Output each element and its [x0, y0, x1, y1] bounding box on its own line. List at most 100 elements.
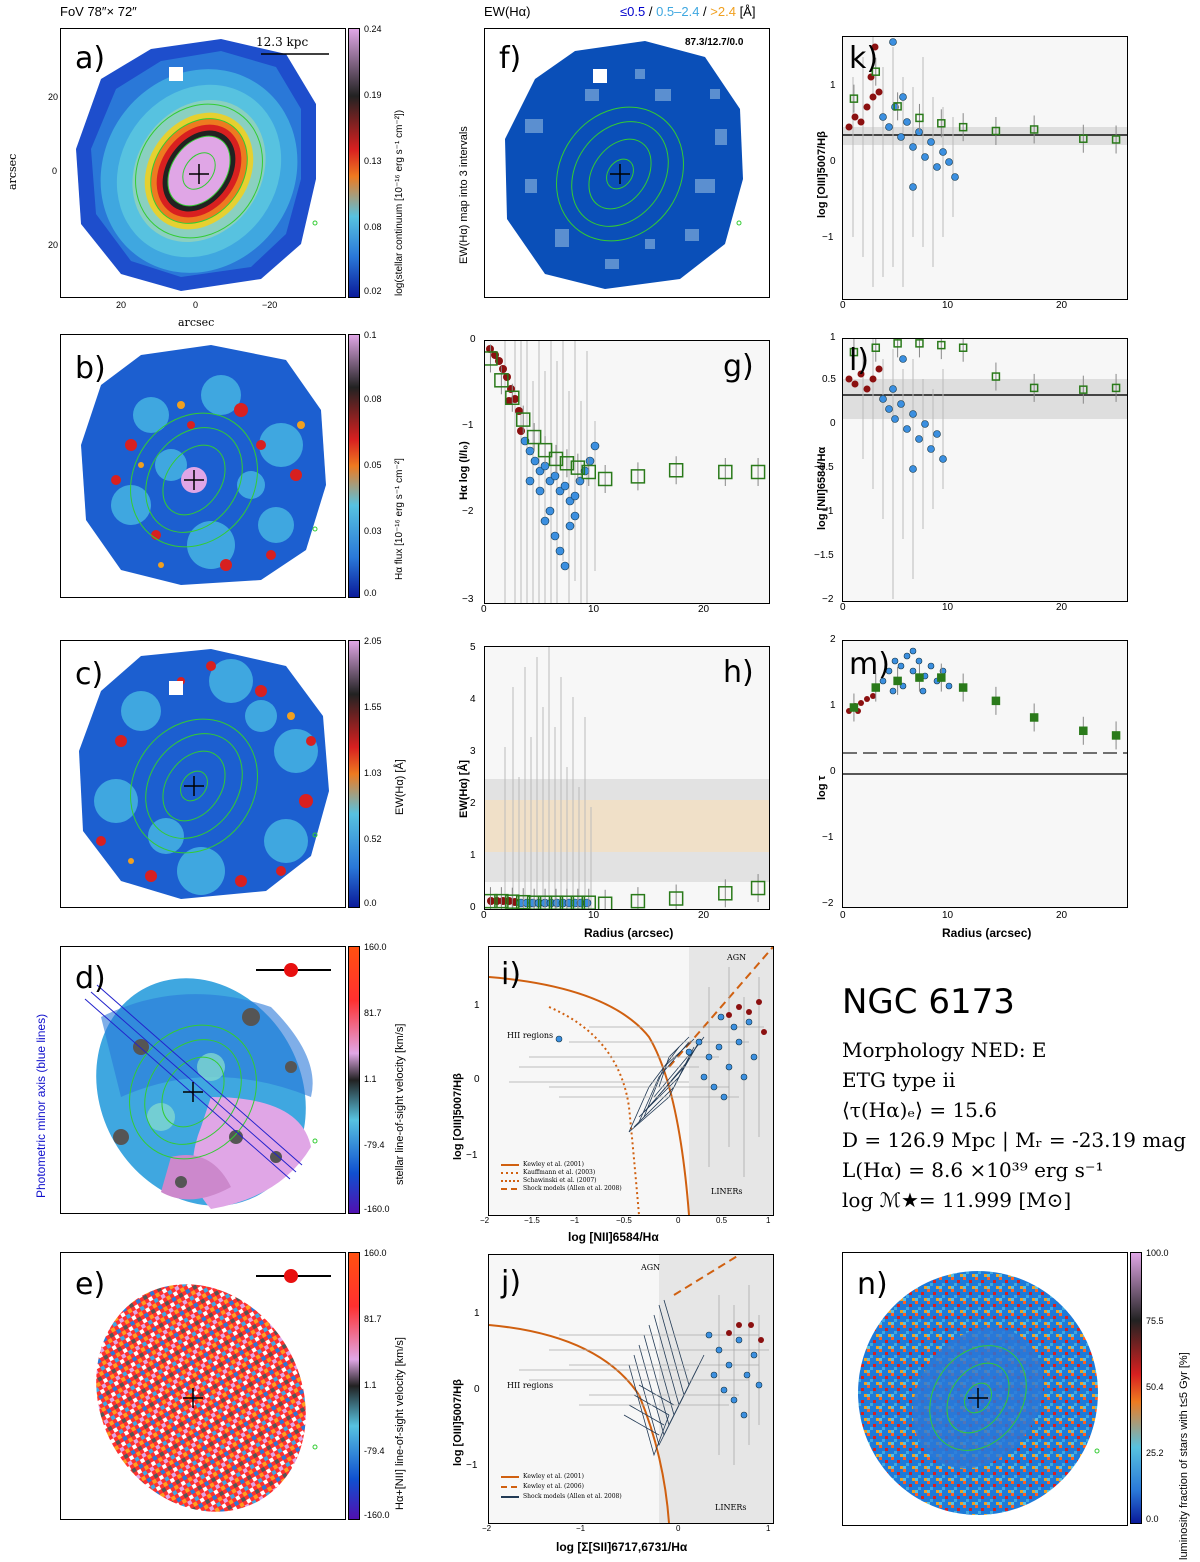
- panel-b-map: b): [60, 334, 346, 598]
- n-cbar-tick-2: 75.5: [1146, 1316, 1164, 1326]
- l-binned-point: [915, 339, 924, 348]
- h-binned-point: [750, 880, 766, 896]
- g-xtick-1: 0: [481, 604, 487, 615]
- panel-i-label: i): [501, 957, 522, 992]
- g-binned-point: [570, 460, 586, 475]
- m-binned-point: [958, 683, 968, 692]
- k-xtick-2: 10: [942, 300, 954, 311]
- e-cbar-tick-2: 81.7: [364, 1314, 382, 1324]
- a-cbar-tick-4: 0.08: [364, 222, 382, 232]
- i-xtick-3: −1: [570, 1216, 580, 1225]
- n-cbar-tick-3: 50.4: [1146, 1382, 1164, 1392]
- l-binned-point: [991, 372, 1001, 381]
- scale-bar-label: 12.3 kpc: [256, 35, 309, 49]
- h-band-upper: [485, 779, 769, 800]
- l-ytick-3: 0: [830, 418, 836, 429]
- h-ytick-6: 5: [470, 642, 476, 653]
- c-colorbar: [348, 640, 360, 908]
- i-xtick-6: 0.5: [716, 1216, 728, 1225]
- e-cbar-tick-3: 1.1: [364, 1380, 377, 1390]
- tau-profile-plot: [843, 647, 1127, 775]
- a-cbar-tick-5: 0.02: [364, 286, 382, 296]
- c-cbar-tick-1: 2.05: [364, 636, 382, 646]
- g-binned-point: [515, 412, 531, 427]
- panel-g-label: g): [723, 349, 754, 384]
- a-colorbar: [348, 28, 360, 298]
- i-xtick-5: 0: [676, 1216, 681, 1225]
- m-binned-point: [1029, 713, 1039, 722]
- i-legend-2: Kauffmann et al. (2003): [523, 1169, 596, 1176]
- halpha-profile-plot: [485, 341, 766, 603]
- h-binned-point: [548, 895, 564, 909]
- m-xtick-2: 10: [942, 910, 954, 921]
- a-ylabel: arcsec: [6, 153, 19, 190]
- panel-g-plot: g): [484, 340, 770, 604]
- a-xtick-1: 20: [116, 300, 127, 310]
- h-binned-point: [668, 891, 684, 906]
- panel-e-label: e): [75, 1267, 106, 1302]
- ew-halpha-map: [79, 649, 329, 899]
- l-ytick-2: 0.5: [822, 374, 836, 385]
- i-hii-text: HII regions: [507, 1031, 554, 1040]
- panel-k-label: k): [849, 41, 879, 76]
- l-ytick-6: −1.5: [814, 550, 834, 561]
- k-binned-point: [849, 94, 859, 103]
- a-xtick-2: 0: [193, 300, 199, 310]
- i-agn-text: AGN: [727, 953, 747, 962]
- h-binned-point: [559, 895, 575, 909]
- j-legend-2: Kewley et al. (2006): [523, 1483, 584, 1490]
- j-xtick-3: 0: [676, 1524, 681, 1533]
- i-xtick-7: 1: [766, 1216, 771, 1225]
- h-binned-point: [515, 894, 531, 909]
- f-annotation: 87.3/12.7/0.0: [685, 37, 744, 48]
- l-binned-point: [871, 343, 881, 352]
- m-binned-point: [871, 683, 881, 692]
- g-binned-point: [581, 464, 597, 480]
- h-binned-point: [494, 893, 509, 909]
- i-legend-1: Kewley et al. (2001): [523, 1161, 584, 1168]
- i-legend-3: Schawinski et al. (2007): [523, 1177, 597, 1184]
- b-cbar-tick-1: 0.1: [364, 330, 377, 340]
- h-ytick-5: 4: [470, 694, 476, 705]
- bpt-sii-diagram: [489, 1255, 773, 1523]
- panel-h-label: h): [723, 655, 754, 690]
- k-ylabel: log [OIII]5007/Hβ: [816, 131, 828, 218]
- h-binned-point: [630, 893, 646, 909]
- i-xtick-4: −0.5: [616, 1216, 632, 1225]
- m-ytick-5: −2: [822, 898, 834, 909]
- l-binned-point: [937, 340, 946, 350]
- stellar-continuum-map: [76, 39, 329, 291]
- a-ytick-3: 20: [48, 240, 59, 250]
- mass-text: log ℳ★= 11.999 [M⊙]: [842, 1188, 1072, 1212]
- b-cbar-tick-2: 0.08: [364, 394, 382, 404]
- k-xtick-3: 20: [1056, 300, 1068, 311]
- h-xtick-2: 10: [588, 910, 600, 921]
- panel-d-label: d): [75, 961, 106, 996]
- panel-l-plot: l): [842, 338, 1128, 602]
- a-cbar-tick-1: 0.24: [364, 24, 382, 34]
- halpha-flux-map: [81, 345, 326, 585]
- panel-i-plot: i) HII regions AGN LINERs Kewley et al. …: [488, 946, 774, 1216]
- h-band-lower: [485, 852, 769, 882]
- g-binned-point: [597, 471, 613, 487]
- l-ylabel: log [NII]6584/Hα: [816, 446, 828, 530]
- k-binned-point: [1029, 125, 1039, 134]
- i-liner-text: LINERs: [711, 1187, 743, 1196]
- a-cbar-tick-3: 0.13: [364, 156, 382, 166]
- m-xtick-3: 20: [1056, 910, 1068, 921]
- h-binned-point: [505, 894, 520, 909]
- e-cbar-tick-1: 160.0: [364, 1248, 387, 1258]
- l-binned-point: [893, 339, 902, 348]
- panel-h-plot: h): [484, 646, 770, 910]
- g-binned-point: [750, 464, 766, 480]
- k-binned-point: [937, 119, 946, 128]
- b-colorbar: [348, 334, 360, 598]
- i-ylabel: log [OIII]5007/Hβ: [452, 1073, 464, 1160]
- g-binned-point: [526, 429, 542, 445]
- m-ytick-2: 1: [830, 700, 836, 711]
- b-cbar-tick-5: 0.0: [364, 588, 377, 598]
- g-binned-point: [505, 390, 520, 406]
- ew-legend-part-4: >2.4: [710, 4, 736, 19]
- d-cbar-tick-4: -79.4: [364, 1140, 385, 1150]
- k-binned-point: [991, 126, 1001, 136]
